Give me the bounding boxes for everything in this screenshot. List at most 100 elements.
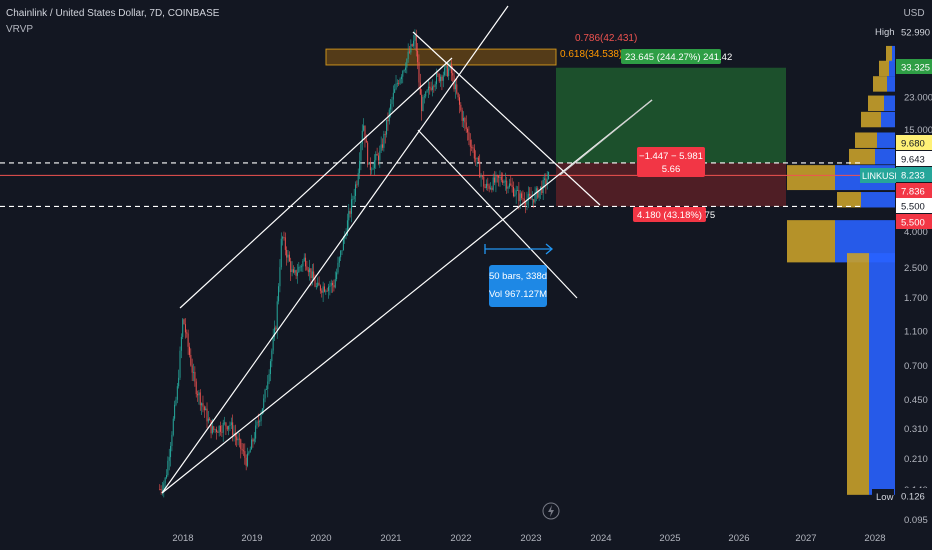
candle-body [260, 414, 262, 422]
candle-body [448, 68, 450, 77]
candle-body [296, 272, 298, 276]
candle-body [186, 332, 188, 334]
target-box[interactable] [621, 49, 721, 64]
candle-body [220, 425, 222, 432]
candle-body [287, 254, 289, 258]
candle-body [429, 86, 431, 89]
high-value-tag-bg [896, 24, 932, 39]
candle-body [352, 199, 354, 200]
candle-body [479, 161, 481, 178]
candle-body [380, 144, 382, 151]
candle-body [274, 327, 276, 338]
candle-body [201, 403, 203, 406]
candle-body [430, 88, 432, 90]
projection-line[interactable] [559, 99, 653, 176]
candle-body [315, 286, 317, 287]
candle-body [264, 389, 266, 399]
candle-body [341, 250, 343, 252]
candle-body [519, 193, 521, 202]
currency-label: USD [903, 8, 924, 19]
candle-body [191, 365, 193, 373]
candle-body [161, 489, 163, 491]
candle-body [336, 272, 338, 280]
candle-body [426, 90, 428, 92]
candle-body [255, 425, 257, 439]
candle-body [202, 403, 204, 407]
stop-price-tag-red: 5.500 [901, 218, 925, 229]
low-value-tag: 0.126 [901, 492, 925, 503]
candle-body [197, 394, 199, 396]
candle-body [232, 422, 234, 436]
candle-body [414, 35, 416, 41]
candle-body [444, 68, 446, 76]
candle-body [382, 144, 384, 148]
candle-body [488, 185, 490, 189]
candle-body [282, 237, 284, 239]
stop-price-tag-white-bg [896, 198, 932, 213]
fib-zone[interactable] [325, 48, 557, 66]
candle-body [480, 175, 482, 178]
candle-body [217, 431, 219, 433]
candle-body [251, 439, 253, 450]
candle-body [215, 429, 217, 432]
candle-body [406, 58, 408, 68]
candle-body [461, 110, 463, 121]
volume-profile-down-bar [847, 253, 869, 495]
candle-body [334, 279, 336, 288]
candle-body [496, 175, 498, 177]
descending-channel-upper[interactable] [412, 31, 601, 206]
candle-body [472, 147, 474, 149]
indicator-label[interactable]: VRVP [6, 24, 34, 35]
candle-body [318, 282, 320, 286]
ascending-channel-lower[interactable] [179, 57, 453, 309]
candle-body [390, 104, 392, 110]
ascending-channel-upper[interactable] [161, 5, 509, 494]
candle-body [487, 183, 489, 186]
candle-body [436, 73, 438, 85]
candle-body [195, 381, 197, 395]
candle-body [498, 175, 500, 178]
candle-body [534, 192, 536, 203]
candle-body [224, 422, 226, 424]
candle-body [409, 51, 411, 53]
candle-body [421, 94, 423, 112]
measure-box[interactable] [489, 265, 547, 307]
candle-body [438, 74, 440, 82]
candle-body [228, 425, 230, 430]
candle-body [396, 83, 398, 85]
candle-body [349, 211, 351, 214]
risk-box[interactable] [637, 147, 705, 177]
candle-body [244, 451, 246, 458]
candle-body [328, 286, 330, 291]
candle-body [198, 392, 200, 396]
candle-body [525, 202, 527, 205]
descending-channel-lower[interactable] [417, 129, 578, 299]
candle-body [383, 133, 385, 148]
last-price-tag: 8.233 [901, 171, 925, 182]
candle-body [230, 422, 232, 425]
red-price-tag: 7.836 [901, 187, 925, 198]
candle-body [391, 99, 393, 105]
candle-body [502, 180, 504, 183]
low-label: Low [876, 492, 894, 503]
price-tick: 15.000 [904, 125, 932, 136]
alt-price-tag: 9.643 [901, 155, 925, 166]
long-trendline[interactable] [161, 99, 653, 494]
lightning-icon[interactable] [542, 502, 560, 520]
candle-body [413, 40, 415, 46]
stop-box[interactable] [633, 207, 706, 222]
candle-body [313, 271, 315, 280]
volume-profile-up-bar [869, 253, 895, 495]
candle-body [494, 177, 496, 183]
symbol-title[interactable]: Chainlink / United States Dollar, 7D, CO… [6, 8, 220, 19]
time-tick-2028: 2028 [864, 533, 885, 544]
candle-body [346, 220, 348, 236]
time-tick-2018: 2018 [172, 533, 193, 544]
candle-body [442, 75, 444, 81]
candle-body [417, 50, 419, 63]
candle-body [178, 377, 180, 387]
candle-body [463, 117, 465, 121]
candle-body [171, 434, 173, 446]
